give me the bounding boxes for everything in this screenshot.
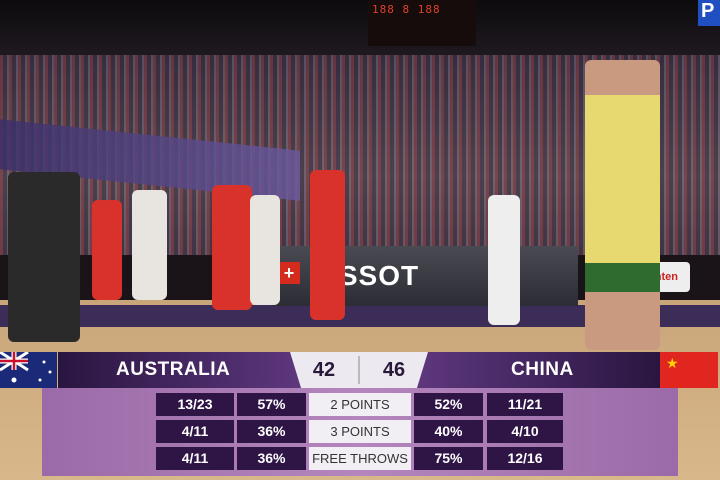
stat-label: 2 POINTS — [309, 393, 411, 416]
stat-away-made: 11/21 — [487, 393, 563, 416]
court-apron — [0, 305, 720, 327]
china-player — [250, 195, 280, 305]
stat-label: 3 POINTS — [309, 420, 411, 443]
china-player — [132, 190, 167, 300]
stat-home-pct: 36% — [237, 420, 306, 443]
score-box: 42 46 — [290, 352, 428, 388]
home-team-name: AUSTRALIA — [116, 359, 231, 380]
swiss-cross-icon: + — [278, 262, 300, 284]
arena-scoreboard: 188 8 188 — [368, 0, 476, 46]
australia-flag-icon — [0, 350, 57, 388]
china-flag-icon: ★ — [660, 352, 718, 388]
stat-home-pct: 57% — [237, 393, 306, 416]
stat-home-made: 13/23 — [156, 393, 234, 416]
stat-home-pct: 36% — [237, 447, 306, 470]
channel-logo: P — [698, 0, 720, 26]
away-score: 46 — [382, 359, 406, 381]
referee — [488, 195, 520, 325]
referee — [8, 172, 80, 342]
home-score: 42 — [312, 359, 336, 381]
china-player — [92, 200, 122, 300]
china-player — [310, 170, 345, 320]
stat-home-made: 4/11 — [156, 420, 234, 443]
australia-player — [585, 60, 660, 350]
stat-away-pct: 40% — [414, 420, 483, 443]
stat-home-made: 4/11 — [156, 447, 234, 470]
away-team-name: CHINA — [511, 359, 574, 380]
stat-away-pct: 75% — [414, 447, 483, 470]
china-player — [212, 185, 252, 310]
stat-label: FREE THROWS — [309, 447, 411, 470]
stat-away-made: 4/10 — [487, 420, 563, 443]
stat-away-pct: 52% — [414, 393, 483, 416]
score-divider — [358, 356, 360, 384]
stat-away-made: 12/16 — [487, 447, 563, 470]
